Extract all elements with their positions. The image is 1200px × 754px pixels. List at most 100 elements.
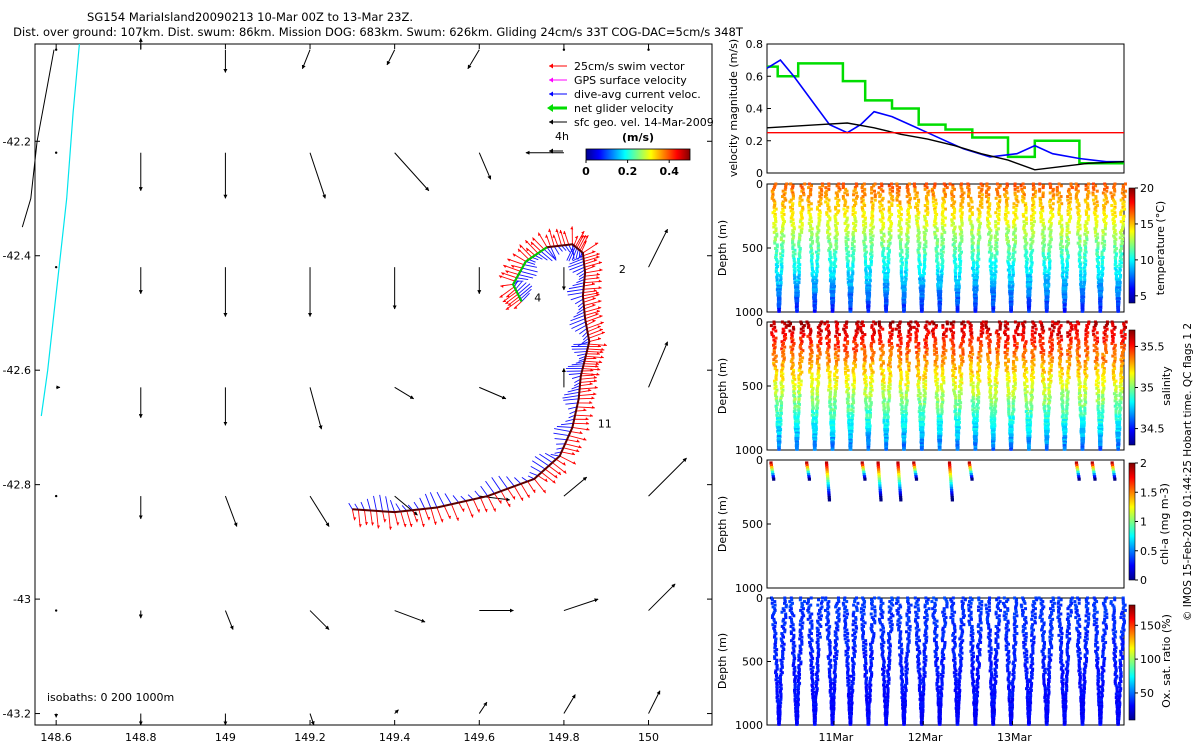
data-point: [897, 335, 900, 338]
geo-velocity-dot: [647, 49, 649, 51]
data-point: [846, 206, 849, 209]
data-point: [803, 183, 806, 186]
data-point: [1124, 190, 1127, 193]
data-point: [778, 310, 781, 313]
data-point: [915, 346, 918, 349]
data-point: [881, 190, 884, 193]
data-point: [888, 200, 891, 203]
data-point: [932, 322, 935, 325]
geo-velocity-dot: [55, 495, 57, 497]
temperature-colorbar-label: temperature (°C): [1154, 201, 1167, 295]
track-annotation: 2: [619, 263, 626, 276]
map-xtick-label: 149.6: [464, 731, 496, 744]
data-point: [1017, 190, 1020, 193]
data-point: [796, 448, 799, 451]
data-point: [1020, 184, 1023, 187]
data-point: [878, 206, 881, 209]
geo-velocity-dot: [563, 49, 565, 51]
data-point: [788, 324, 791, 327]
data-point: [1016, 186, 1019, 189]
temperature-ylabel: Depth (m): [716, 220, 729, 276]
data-point: [944, 349, 947, 352]
data-point: [1092, 188, 1095, 191]
data-point: [842, 208, 845, 211]
data-point: [810, 202, 813, 205]
map-xtick-label: 149.4: [379, 731, 411, 744]
data-point: [1051, 190, 1054, 193]
isobath-label: isobaths: 0 200 1000m: [47, 691, 174, 704]
data-point: [980, 206, 983, 209]
data-point: [926, 353, 929, 356]
data-point: [1121, 188, 1124, 191]
data-point: [1024, 211, 1027, 214]
data-point: [995, 197, 998, 200]
data-point: [891, 199, 894, 202]
geo-velocity-dot: [55, 152, 57, 154]
map-xtick-label: 149: [215, 731, 236, 744]
data-point: [1066, 199, 1069, 202]
data-point: [1023, 186, 1026, 189]
data-point: [1114, 202, 1117, 205]
data-point: [844, 367, 847, 370]
data-point: [928, 322, 931, 325]
colorbar-tick-label: 10: [1140, 254, 1154, 267]
map-xtick-label: 148.6: [40, 731, 72, 744]
data-point: [959, 346, 962, 349]
data-point: [1052, 197, 1055, 200]
data-point: [900, 213, 903, 216]
data-point: [981, 193, 984, 196]
data-point: [942, 333, 945, 336]
data-point: [1046, 310, 1049, 313]
data-point: [1013, 202, 1016, 205]
map-ytick-label: -43.2: [3, 708, 31, 721]
data-point: [838, 333, 841, 336]
data-point: [837, 190, 840, 193]
data-point: [941, 355, 944, 358]
data-point: [870, 188, 873, 191]
data-point: [849, 310, 852, 313]
map-colorbar: [586, 149, 690, 160]
figure-title: SG154 MariaIsland20090213 10-Mar 00Z to …: [87, 10, 413, 24]
data-point: [1017, 200, 1020, 203]
data-point: [1096, 190, 1099, 193]
map-xtick-label: 148.8: [125, 731, 157, 744]
data-point: [951, 374, 954, 377]
data-point: [823, 322, 826, 325]
data-point: [814, 448, 817, 451]
data-point: [970, 200, 973, 203]
data-point: [1069, 197, 1072, 200]
data-point: [989, 215, 992, 218]
data-point: [810, 184, 813, 187]
data-point: [909, 333, 912, 336]
data-point: [924, 188, 927, 191]
data-point: [827, 184, 830, 187]
data-point: [837, 346, 840, 349]
track-annotation: 11: [598, 417, 612, 430]
data-point: [1010, 310, 1013, 313]
data-point: [847, 369, 850, 372]
data-point: [917, 324, 920, 327]
data-point: [819, 353, 822, 356]
data-point: [824, 186, 827, 189]
data-point: [788, 200, 791, 203]
colorbar-tick-label: 5: [1140, 290, 1147, 303]
data-point: [807, 206, 810, 209]
colorbar-tick-label: 15: [1140, 218, 1154, 231]
data-point: [1119, 213, 1122, 216]
data-point: [775, 360, 778, 363]
figure-subtitle: Dist. over ground: 107km. Dist. swum: 86…: [13, 25, 744, 39]
scale-arrow-label: 4h: [555, 130, 569, 143]
data-point: [855, 191, 858, 194]
data-point: [843, 191, 846, 194]
data-point: [861, 347, 864, 350]
data-point: [873, 190, 876, 193]
data-point: [987, 233, 990, 236]
data-point: [885, 448, 888, 451]
legend-gps-label: GPS surface velocity: [574, 74, 687, 87]
data-point: [861, 186, 864, 189]
data-point: [783, 346, 786, 349]
data-point: [772, 335, 775, 338]
data-point: [1042, 195, 1045, 198]
